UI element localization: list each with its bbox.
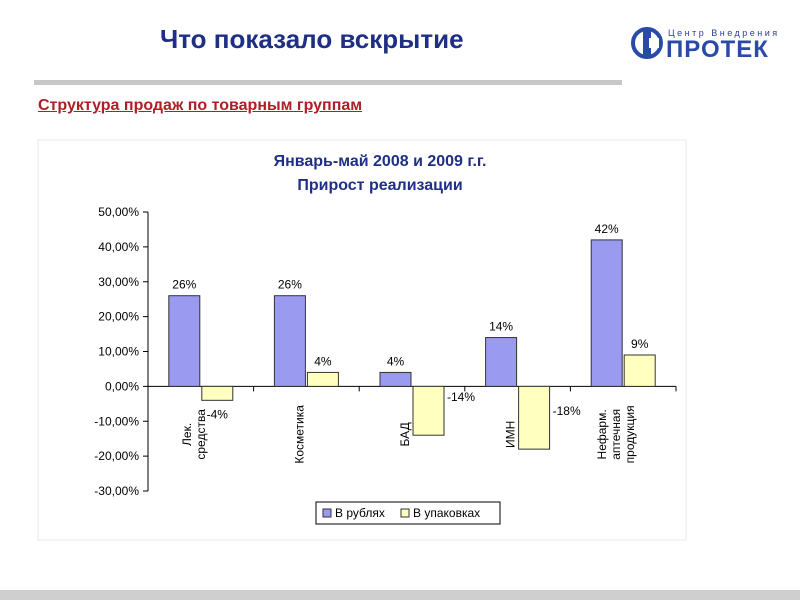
legend-label-pack: В упаковках <box>413 506 480 520</box>
chart-subtitle: Прирост реализации <box>297 177 462 194</box>
data-label: -14% <box>447 390 475 404</box>
slide-title: Что показало вскрытие <box>160 24 464 54</box>
y-tick-label: 30,00% <box>98 275 139 289</box>
logo-main-text: ПРОТЕК <box>666 36 769 63</box>
data-label: -18% <box>553 404 581 418</box>
x-category-label: Нефарм.аптечнаяпродукция <box>595 405 637 463</box>
legend-swatch-rub <box>322 508 332 518</box>
data-label: -4% <box>207 407 229 421</box>
legend-swatch-pack <box>400 508 410 518</box>
bar-pack <box>518 385 551 450</box>
bar-rub <box>273 295 306 387</box>
x-category-label: БАД <box>398 422 412 446</box>
bar-pack <box>201 385 234 401</box>
y-tick-label: -20,00% <box>94 449 139 463</box>
section-subtitle: Структура продаж по товарным группам <box>38 97 363 114</box>
protek-logo-mark-icon <box>631 27 663 59</box>
bottom-bar <box>0 590 800 600</box>
data-label: 42% <box>595 222 619 236</box>
data-label: 14% <box>489 320 513 334</box>
x-category-label: ИМН <box>504 421 518 448</box>
y-tick-label: 0,00% <box>105 379 139 393</box>
bar-pack <box>412 385 445 436</box>
data-label: 26% <box>172 278 196 292</box>
x-category-label: Лек.средства <box>180 409 208 460</box>
y-tick-label: -30,00% <box>94 484 139 498</box>
legend-label-rub: В рублях <box>335 506 385 520</box>
bar-pack <box>306 371 339 387</box>
bar-pack <box>623 354 656 387</box>
data-label: 9% <box>631 337 649 351</box>
chart-frame <box>37 139 687 541</box>
logo-sub-text: Центр Внедрения <box>668 28 780 38</box>
bar-rub <box>379 371 412 387</box>
x-category-label: Косметика <box>292 405 306 464</box>
chart-title: Январь-май 2008 и 2009 г.г. <box>274 153 487 170</box>
data-label: 4% <box>387 354 405 368</box>
y-tick-label: 50,00% <box>98 205 139 219</box>
data-label: 4% <box>314 354 332 368</box>
y-tick-label: -10,00% <box>94 414 139 428</box>
title-divider <box>34 80 622 85</box>
y-tick-label: 20,00% <box>98 310 139 324</box>
y-tick-label: 40,00% <box>98 240 139 254</box>
data-label: 26% <box>278 278 302 292</box>
y-tick-label: 10,00% <box>98 345 139 359</box>
bar-rub <box>590 239 623 387</box>
bar-rub <box>168 295 201 387</box>
bar-rub <box>485 337 518 387</box>
